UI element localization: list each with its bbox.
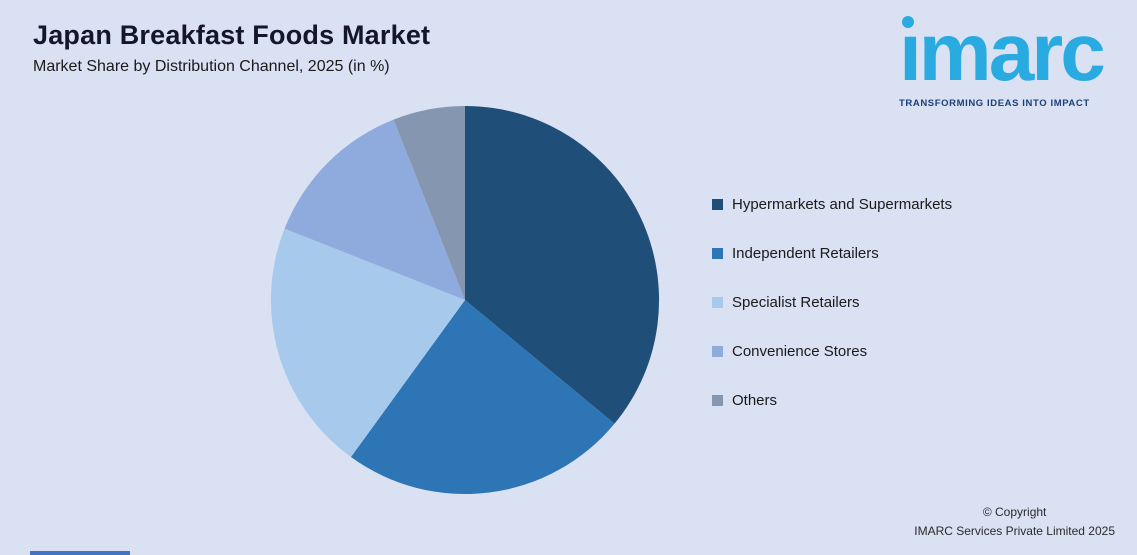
bottom-accent-bar [30, 551, 130, 555]
legend-swatch-icon [712, 198, 723, 210]
legend-swatch-icon [712, 296, 723, 308]
copyright-line2: IMARC Services Private Limited 2025 [914, 523, 1115, 538]
pie-slice-others [393, 105, 465, 300]
legend-label: Others [732, 391, 778, 409]
copyright-line1: © Copyright [982, 504, 1047, 519]
legend-label: Specialist Retailers [732, 293, 860, 311]
logo-text: ımarc [899, 7, 1106, 98]
legend-swatch-icon [712, 345, 723, 357]
pie-slice-independent-retailers [350, 300, 615, 495]
legend: Hypermarkets and Supermarkets Independent… [712, 195, 953, 409]
legend-item-others: Others [712, 391, 952, 409]
legend-item-specialist-retailers: Specialist Retailers [712, 293, 952, 311]
legend-item-hypermarkets-and-supermarkets: Hypermarkets and Supermarkets [712, 195, 953, 213]
logo-i-dot-icon [902, 16, 914, 28]
pie-slice-hypermarkets-and-supermarkets [465, 105, 660, 424]
header: Japan Breakfast Foods Market Market Shar… [33, 20, 430, 76]
pie-chart [268, 103, 662, 497]
legend-label: Hypermarkets and Supermarkets [732, 195, 953, 213]
legend-swatch-icon [712, 394, 723, 406]
pie-slice-specialist-retailers [270, 228, 465, 457]
imarc-logo: ımarc TRANSFORMING IDEAS INTO IMPACT [899, 7, 1121, 110]
page-title: Japan Breakfast Foods Market [33, 20, 431, 50]
legend-label: Convenience Stores [732, 342, 868, 360]
logo-tagline: TRANSFORMING IDEAS INTO IMPACT [899, 98, 1090, 109]
legend-swatch-icon [712, 247, 723, 259]
legend-label: Independent Retailers [732, 244, 879, 262]
legend-item-independent-retailers: Independent Retailers [712, 244, 952, 262]
legend-item-convenience-stores: Convenience Stores [712, 342, 952, 360]
page-subtitle: Market Share by Distribution Channel, 20… [33, 58, 390, 75]
pie-svg [270, 105, 660, 495]
pie-slice-convenience-stores [284, 119, 465, 300]
copyright: © Copyright IMARC Services Private Limit… [914, 503, 1115, 541]
